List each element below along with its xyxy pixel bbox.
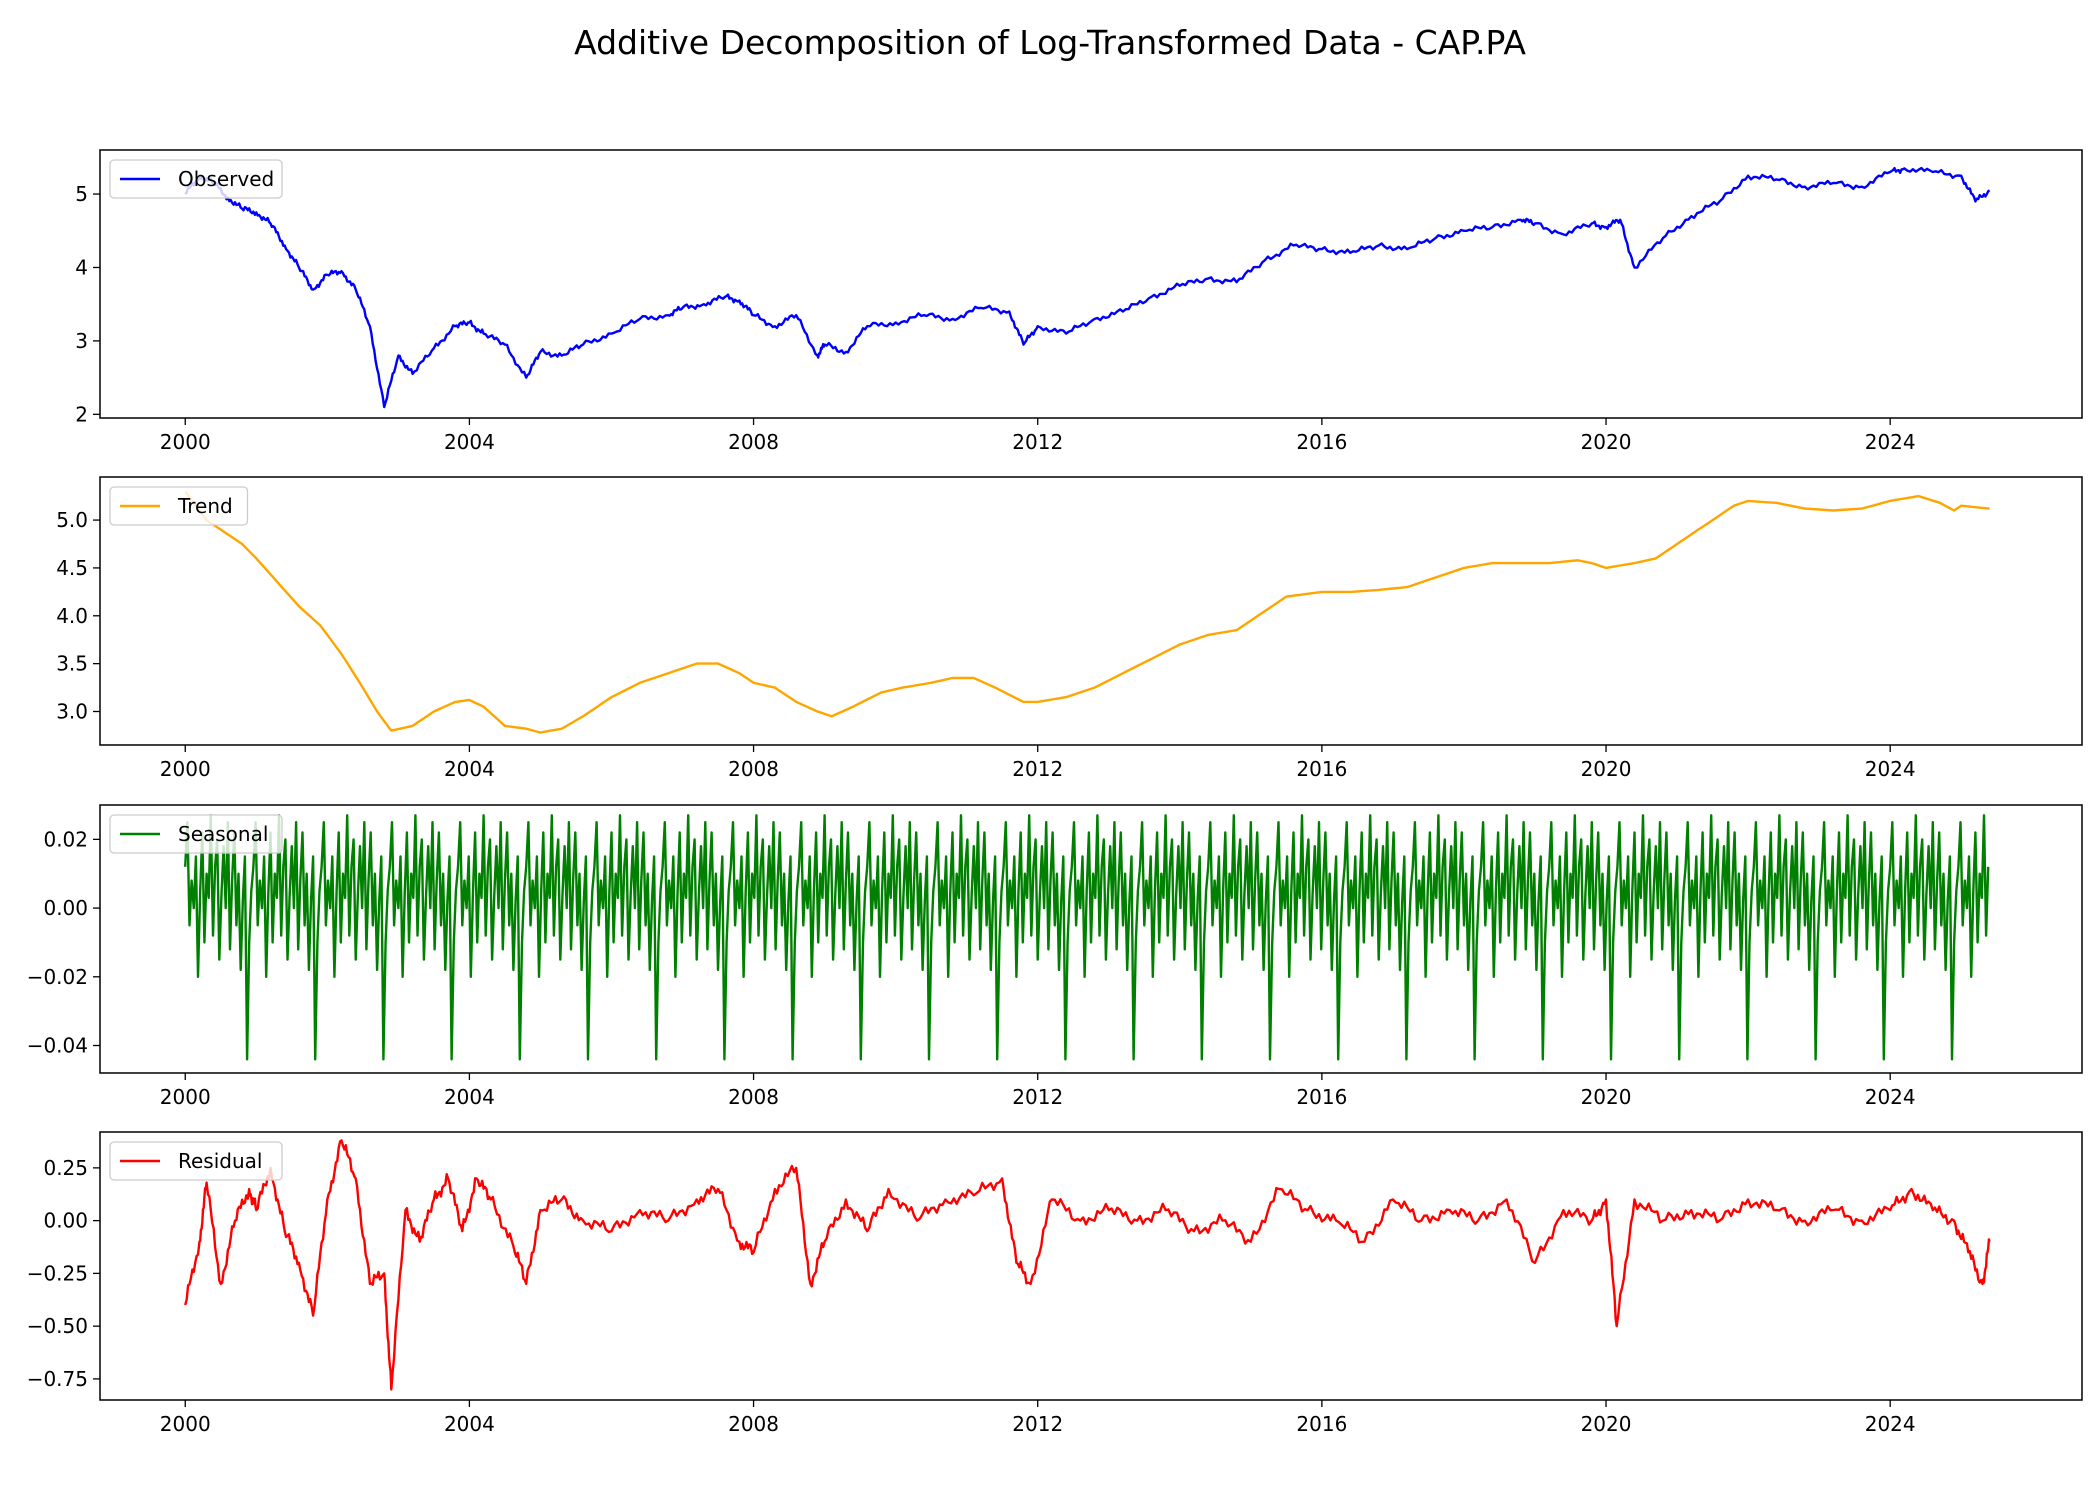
subplots: 2 3 4 5 2000 2004 2008 2012 2016 2020 2024 Observed… xyxy=(27,149,2083,1436)
observed-legend: Observed xyxy=(109,159,283,199)
observed-panel: 2 3 4 5 2000 2004 2008 2012 2016 2020 2024 Observed xyxy=(75,149,2083,454)
observed-ytick-label: 5 xyxy=(75,182,88,206)
trend-ytick-label: 4.5 xyxy=(56,556,88,580)
observed-xtick-label: 2012 xyxy=(1012,430,1063,454)
seasonal-xtick-label: 2000 xyxy=(160,1085,211,1109)
trend-ytick-label: 4.0 xyxy=(56,604,88,628)
trend-panel: 3.0 3.5 4.0 4.5 5.0 2000 2004 2008 2012 2016 2020 2… xyxy=(56,476,2083,781)
observed-xtick-label: 2020 xyxy=(1581,430,1632,454)
seasonal-axes-frame xyxy=(99,804,2083,1074)
trend-xtick-label: 2016 xyxy=(1296,757,1347,781)
residual-xtick-label: 2000 xyxy=(160,1412,211,1436)
chart-title: Additive Decomposition of Log-Transforme… xyxy=(574,23,1526,62)
observed-xtick-label: 2016 xyxy=(1296,430,1347,454)
residual-xtick-label: 2024 xyxy=(1865,1412,1916,1436)
seasonal-legend-box xyxy=(109,814,283,854)
seasonal-ytick-label: 0.02 xyxy=(43,827,88,851)
observed-xtick-label: 2000 xyxy=(160,430,211,454)
observed-ytick-label: 2 xyxy=(75,402,88,426)
residual-ytick-label: 0.25 xyxy=(43,1156,88,1180)
seasonal-panel: −0.04 −0.02 0.00 0.02 2000 2004 2008 2012 2016 20… xyxy=(27,804,2083,1109)
seasonal-ytick-label: −0.02 xyxy=(27,965,88,989)
trend-ytick-label: 5.0 xyxy=(56,508,88,532)
seasonal-xtick-label: 2020 xyxy=(1581,1085,1632,1109)
residual-ytick-label: 0.00 xyxy=(43,1209,88,1233)
trend-legend-box xyxy=(109,486,249,526)
trend-ytick-label: 3.5 xyxy=(56,652,88,676)
seasonal-xtick-label: 2004 xyxy=(444,1085,495,1109)
trend-legend: Trend xyxy=(109,486,249,526)
trend-legend-label: Trend xyxy=(177,494,233,518)
observed-xtick-label: 2008 xyxy=(728,430,779,454)
trend-series-line xyxy=(184,490,1990,734)
observed-legend-label: Observed xyxy=(178,167,274,191)
residual-legend-box xyxy=(109,1141,283,1181)
residual-legend: Residual xyxy=(109,1141,283,1181)
trend-ytick-label: 3.0 xyxy=(56,700,88,724)
trend-xtick-label: 2012 xyxy=(1012,757,1063,781)
trend-xtick-label: 2000 xyxy=(160,757,211,781)
observed-series-line xyxy=(184,166,1991,409)
trend-xtick-label: 2008 xyxy=(728,757,779,781)
seasonal-legend: Seasonal xyxy=(109,814,283,854)
observed-ytick-label: 4 xyxy=(75,255,88,279)
observed-legend-box xyxy=(109,159,283,199)
seasonal-xtick-label: 2008 xyxy=(728,1085,779,1109)
seasonal-xtick-label: 2024 xyxy=(1865,1085,1916,1109)
seasonal-ytick-label: −0.04 xyxy=(27,1034,88,1058)
seasonal-ytick-label: 0.00 xyxy=(43,896,88,920)
residual-legend-label: Residual xyxy=(178,1149,262,1173)
residual-axes-frame xyxy=(99,1131,2083,1401)
trend-xtick-label: 2024 xyxy=(1865,757,1916,781)
residual-ytick-label: −0.75 xyxy=(27,1367,88,1391)
residual-xtick-label: 2008 xyxy=(728,1412,779,1436)
trend-axes-frame xyxy=(99,476,2083,746)
residual-panel: −0.75 −0.50 −0.25 0.00 0.25 2000 2004 2008 2012 2… xyxy=(27,1131,2083,1436)
residual-xtick-label: 2004 xyxy=(444,1412,495,1436)
observed-xtick-label: 2004 xyxy=(444,430,495,454)
seasonal-legend-label: Seasonal xyxy=(178,822,268,846)
trend-xtick-label: 2020 xyxy=(1581,757,1632,781)
residual-xtick-label: 2016 xyxy=(1296,1412,1347,1436)
residual-series-line xyxy=(184,1139,1991,1391)
observed-axes-frame xyxy=(99,149,2083,419)
trend-xtick-label: 2004 xyxy=(444,757,495,781)
seasonal-xtick-label: 2016 xyxy=(1296,1085,1347,1109)
seasonal-series-line xyxy=(184,814,1990,1061)
residual-ytick-label: −0.50 xyxy=(27,1314,88,1338)
residual-ytick-label: −0.25 xyxy=(27,1261,88,1285)
seasonal-xtick-label: 2012 xyxy=(1012,1085,1063,1109)
observed-xtick-label: 2024 xyxy=(1865,430,1916,454)
residual-xtick-label: 2020 xyxy=(1581,1412,1632,1436)
residual-xtick-label: 2012 xyxy=(1012,1412,1063,1436)
observed-ytick-label: 3 xyxy=(75,329,88,353)
